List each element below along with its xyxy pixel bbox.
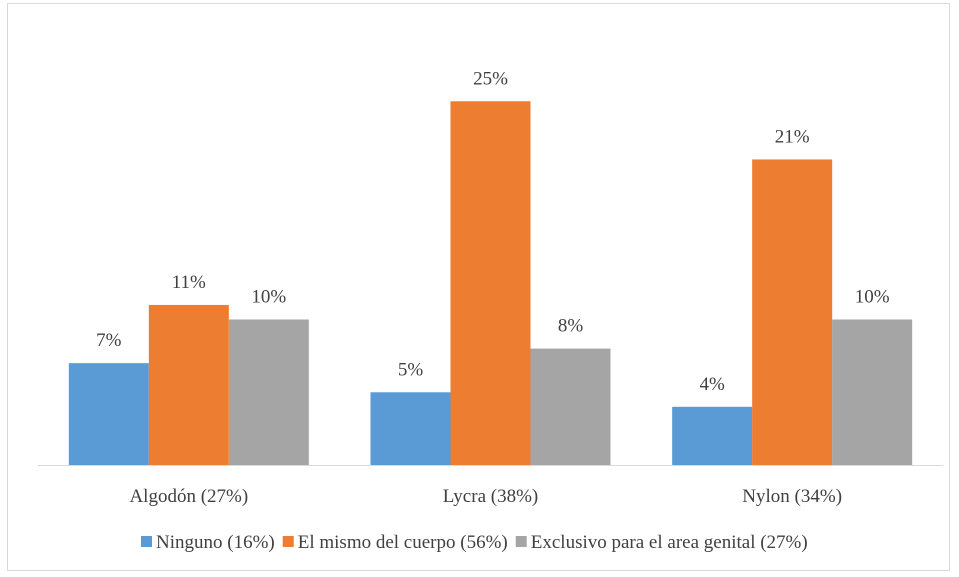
- category-label: Nylon (34%): [742, 486, 842, 507]
- data-labels-layer: 7% 11% 10% 5% 25% 8% 4% 21% 10%: [96, 68, 890, 395]
- legend-swatch: [141, 536, 152, 547]
- data-label: 21%: [775, 126, 810, 147]
- bar: [148, 304, 229, 465]
- data-label: 25%: [473, 68, 508, 89]
- bar: [832, 319, 913, 465]
- bar: [752, 159, 833, 465]
- bar: [370, 392, 451, 465]
- data-label: 10%: [855, 287, 890, 308]
- bars-layer: [68, 101, 913, 465]
- data-label: 10%: [251, 287, 286, 308]
- bar-chart: 7% 11% 10% 5% 25% 8% 4% 21% 10% Algodón (27%) Lyc…: [38, 68, 943, 553]
- data-label: 4%: [700, 374, 726, 395]
- category-label: Lycra (38%): [443, 486, 538, 507]
- data-label: 8%: [558, 316, 584, 337]
- category-label: Algodón (27%): [129, 486, 248, 507]
- data-label: 11%: [172, 272, 206, 293]
- bar: [228, 319, 309, 465]
- legend-label: El mismo del cuerpo (56%): [298, 532, 508, 553]
- chart-frame: 7% 11% 10% 5% 25% 8% 4% 21% 10% Algodón (27%) Lyc…: [7, 3, 950, 571]
- legend-swatch: [282, 536, 294, 547]
- bar: [530, 348, 611, 465]
- bar: [672, 406, 753, 465]
- bar: [450, 101, 531, 465]
- legend-label: Ninguno (16%): [156, 532, 275, 553]
- legend: Ninguno (16%) El mismo del cuerpo (56%) Ex…: [141, 532, 808, 553]
- legend-swatch: [515, 536, 527, 547]
- category-labels-layer: Algodón (27%) Lycra (38%) Nylon (34%): [129, 486, 842, 507]
- legend-label: Exclusivo para el area genital (27%): [531, 532, 808, 553]
- data-label: 5%: [398, 359, 424, 380]
- bar: [68, 363, 149, 465]
- data-label: 7%: [96, 330, 122, 351]
